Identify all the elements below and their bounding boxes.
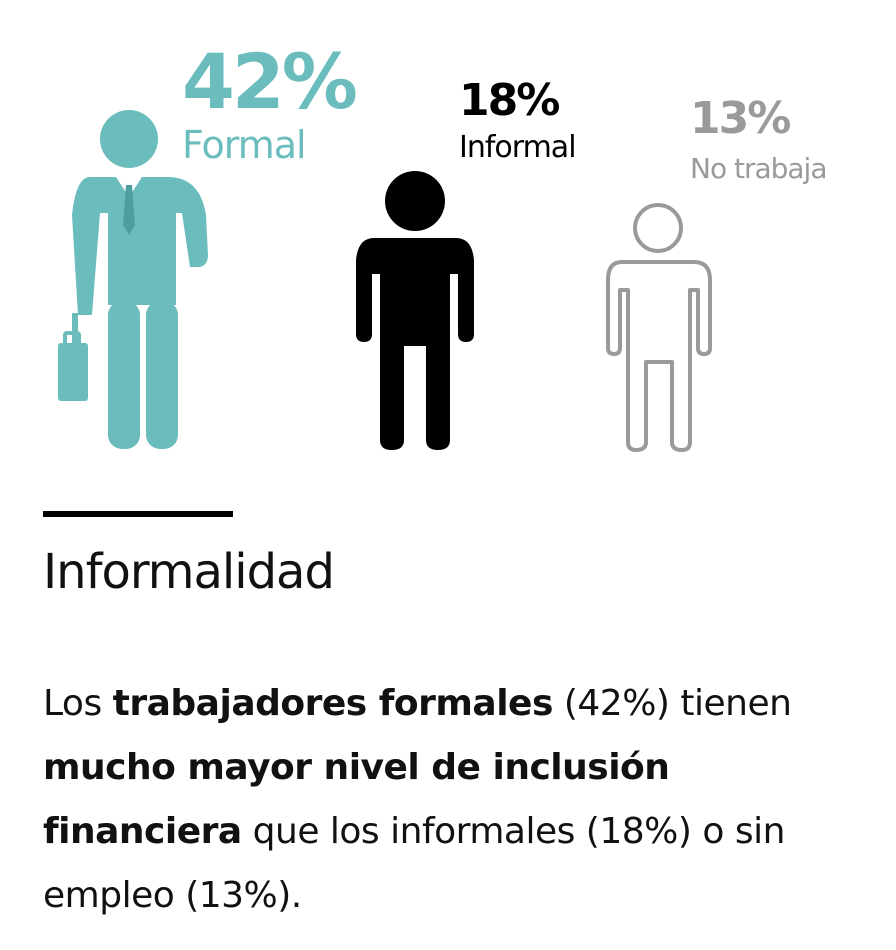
stat-informal-percent: 18% [459,75,560,126]
section-heading: Informalidad [43,544,335,600]
paragraph-text: que los informales (18%) o sin empleo (1… [43,811,785,916]
person-outline-icon [606,203,712,452]
paragraph-text: Los [43,683,113,724]
stat-informal: 18% Informal [459,75,577,165]
businessman-with-briefcase-icon [58,110,208,449]
stat-no-trabaja-label: No trabaja [690,152,827,185]
stat-formal: 42% Formal [182,37,358,167]
paragraph-emphasis: mucho mayor nivel de inclusión financier… [43,747,670,852]
paragraph-emphasis: trabajadores formales [112,683,554,724]
section-divider [43,511,233,517]
person-solid-icon [356,171,474,450]
description-paragraph: Los trabajadores formales (42%) tienen m… [43,672,853,928]
paragraph-text: (42%) tienen [552,683,792,724]
stat-no-trabaja-percent: 13% [690,93,791,144]
stat-no-trabaja: 13% No trabaja [690,97,827,183]
stat-informal-label: Informal [459,130,577,165]
stat-formal-percent: 42% [182,37,358,126]
stat-formal-label: Formal [182,123,307,167]
